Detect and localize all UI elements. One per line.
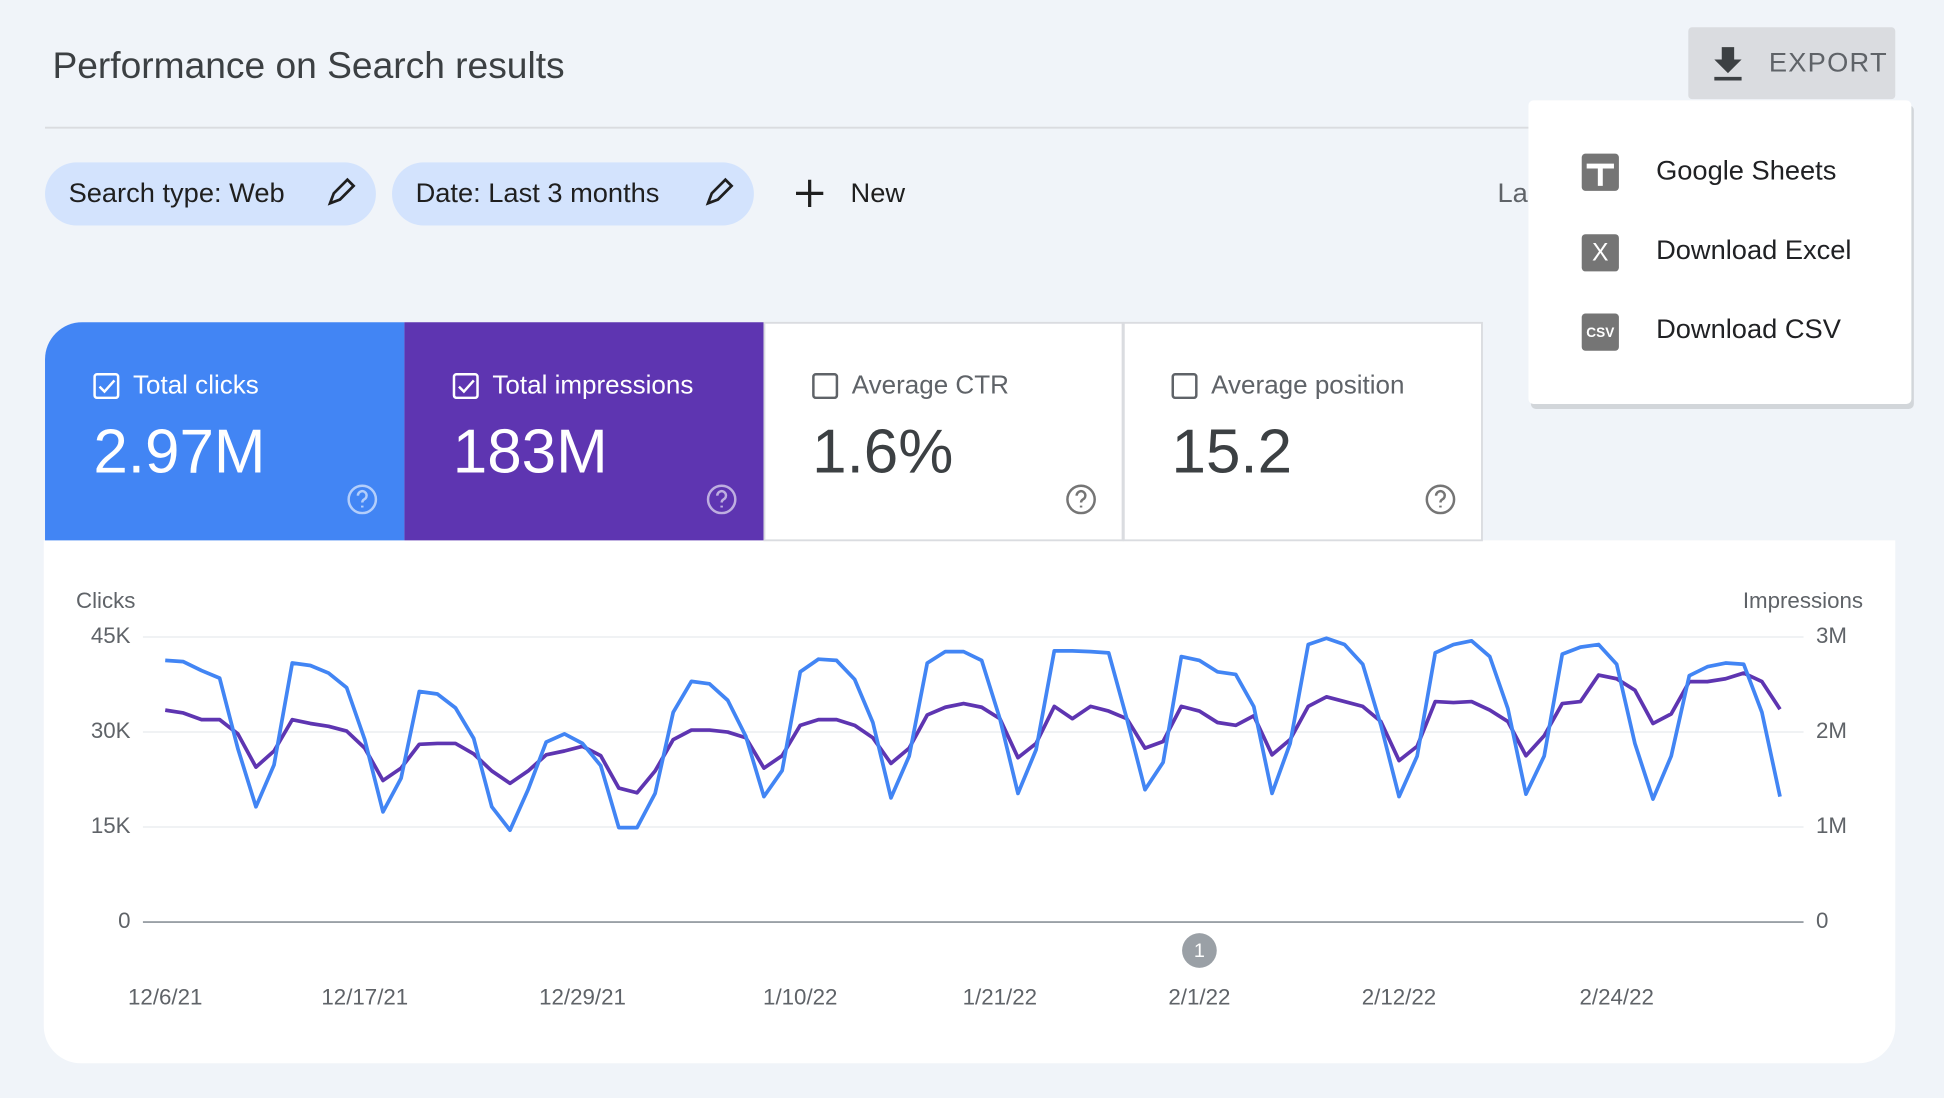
y-tick-label: 30K (91, 718, 131, 743)
help-icon-mark (716, 489, 728, 508)
y2-tick-label: 0 (1816, 908, 1828, 933)
chip-label[interactable]: Search type: Web (69, 177, 285, 208)
chip[interactable]: Search type: Web (45, 162, 376, 226)
y-tick-label: 0 (118, 908, 130, 933)
help-icon-mark (356, 489, 368, 508)
data-line (165, 636, 1782, 833)
y2-tick-label: 3M (1816, 623, 1847, 648)
menu-bg (1528, 100, 1912, 405)
edit-icon (327, 177, 356, 206)
menu-item[interactable]: X Download Excel (1581, 234, 1852, 272)
chip[interactable]: Date: Last 3 months (392, 162, 754, 226)
chip-bg[interactable] (392, 162, 754, 226)
y-tick-label: 45K (91, 623, 131, 648)
help-icon-mark (1434, 489, 1447, 508)
y2-axis-title: Impressions (1743, 588, 1863, 613)
y-tick-label: 15K (91, 813, 131, 838)
checkmark (98, 379, 116, 394)
edit-icon (705, 177, 734, 206)
sheets-icon-mark (1586, 163, 1614, 186)
metric-cards: Total clicks 2.97M Total impressions 183M Av… (45, 321, 1483, 542)
metric-card[interactable]: Average CTR 1.6% (763, 321, 1124, 542)
x-tick-label: 12/17/21 (321, 985, 408, 1010)
chip-label[interactable]: Date: Last 3 months (416, 177, 660, 208)
x-tick-label: 1/10/22 (763, 985, 837, 1010)
checkbox[interactable] (1171, 373, 1198, 400)
metric-card-bg[interactable] (1122, 321, 1483, 542)
new-label[interactable]: New (851, 177, 906, 208)
metric-value: 2.97M (93, 417, 265, 486)
x-tick-label: 2/1/22 (1168, 985, 1230, 1010)
x-tick-label: 12/29/21 (539, 985, 626, 1010)
chip-bg[interactable] (45, 162, 376, 226)
metric-card-bg[interactable] (763, 321, 1124, 542)
plus-icon (796, 179, 824, 207)
y2-tick-label: 2M (1816, 718, 1847, 743)
help-icon-mark (1075, 489, 1087, 508)
metric-label: Average CTR (852, 370, 1009, 400)
metric-value: 15.2 (1172, 417, 1293, 486)
excel-icon (1581, 234, 1619, 272)
export-menu: Google Sheets X Download Excel CSV Downl… (1528, 100, 1914, 409)
metric-card-bg[interactable] (45, 322, 405, 541)
checkbox[interactable] (812, 373, 839, 400)
help-icon[interactable] (1066, 484, 1096, 515)
x-tick-label: 1/21/22 (963, 985, 1037, 1010)
annotation-marker[interactable] (1182, 933, 1217, 968)
csv-icon (1581, 313, 1619, 351)
x-tick-label: 12/6/21 (128, 985, 202, 1010)
checkbox[interactable] (93, 373, 120, 400)
last-updated: La (1497, 177, 1528, 208)
export-bg[interactable] (1688, 27, 1896, 100)
excel-icon-text: X (1592, 240, 1609, 267)
help-icon[interactable] (1425, 484, 1456, 515)
x-tick-label: 2/24/22 (1580, 985, 1654, 1010)
metric-value: 1.6% (812, 417, 953, 486)
download-icon (1714, 47, 1742, 81)
checkmark (458, 379, 475, 394)
menu-label[interactable]: Download Excel (1656, 234, 1851, 265)
metric-value: 183M (453, 417, 608, 486)
menu-label[interactable]: Google Sheets (1656, 154, 1836, 185)
metric-card[interactable]: Total clicks 2.97M (45, 322, 405, 541)
y-axis-title: Clicks (76, 588, 135, 613)
metric-label: Total clicks (133, 370, 259, 400)
chart: Clicks Impressions 0 15K 30K 45K 0 1M 2M 3M 12/6/2… (76, 588, 1863, 1010)
annotation-label[interactable]: 1 (1194, 940, 1205, 962)
metric-card[interactable]: Average position 15.2 (1122, 321, 1483, 542)
checkbox[interactable] (452, 373, 479, 400)
page-title: Performance on Search results (52, 44, 564, 86)
export-label[interactable]: EXPORT (1769, 47, 1888, 78)
menu-item[interactable]: CSV Download CSV (1581, 313, 1842, 351)
x-tick-label: 2/12/22 (1362, 985, 1436, 1010)
menu-item[interactable]: Google Sheets (1581, 153, 1837, 191)
export-button[interactable]: EXPORT (1688, 27, 1896, 100)
metric-card-bg[interactable] (404, 322, 764, 541)
y2-tick-label: 1M (1816, 813, 1847, 838)
metric-label: Total impressions (492, 370, 693, 400)
csv-icon-text: CSV (1586, 325, 1614, 340)
help-icon[interactable] (347, 484, 378, 515)
help-icon[interactable] (706, 484, 737, 515)
menu-label[interactable]: Download CSV (1656, 313, 1842, 344)
metric-card[interactable]: Total impressions 183M (404, 322, 764, 541)
metric-label: Average position (1211, 370, 1404, 400)
new-filter[interactable]: New (796, 177, 905, 208)
